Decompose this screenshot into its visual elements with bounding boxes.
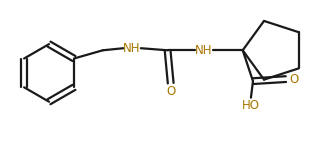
Text: O: O (166, 85, 175, 98)
Text: NH: NH (123, 42, 140, 55)
Text: O: O (290, 73, 299, 86)
Text: NH: NH (195, 44, 212, 57)
Text: HO: HO (242, 99, 260, 112)
